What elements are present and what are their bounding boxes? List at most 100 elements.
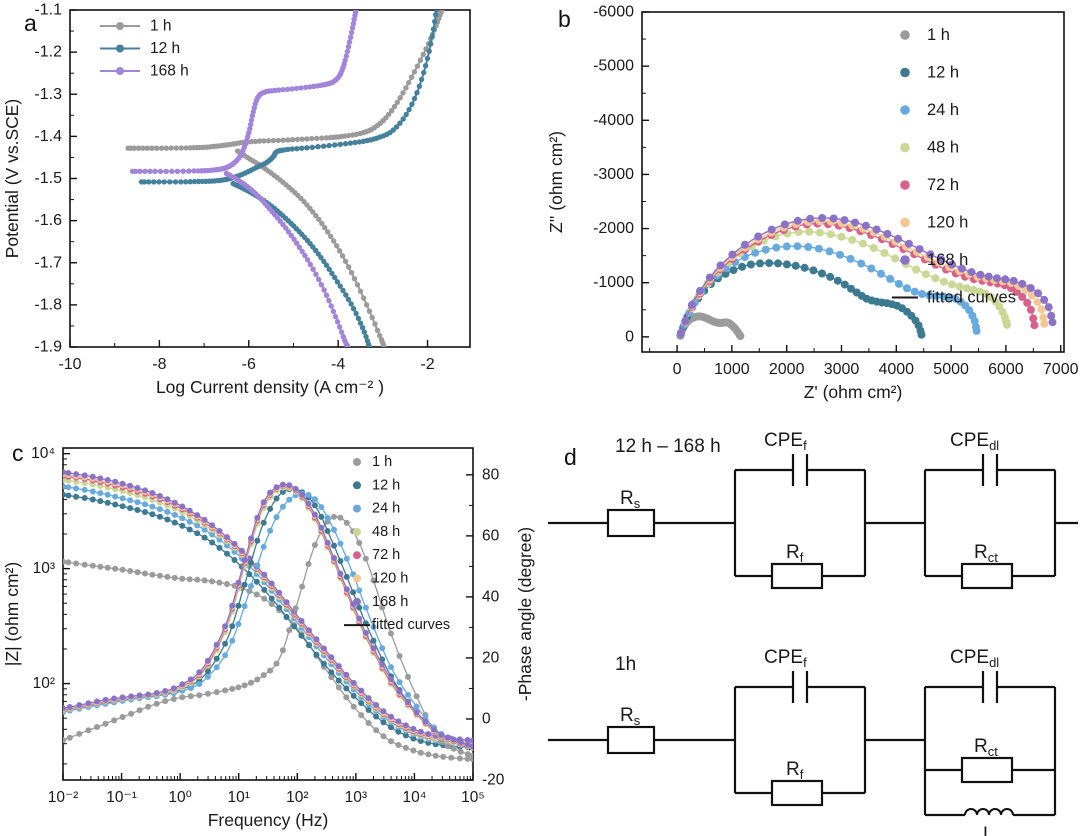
panel-nyquist: b 0 1000 2000 3000 4000 5000 6000 7000 -6000 -500…: [540, 0, 1080, 418]
legend-label: 120 h: [372, 571, 408, 587]
x-tick-label: 0: [673, 361, 682, 378]
rs-label: Rs: [620, 488, 641, 511]
y-tick-label: -5000: [593, 58, 634, 75]
x-tick-label: -2: [420, 356, 434, 373]
panel-letter-a: a: [24, 10, 37, 36]
l-label: L: [983, 824, 994, 836]
series-12-h: [138, 10, 440, 347]
y2-axis-title: -Phase angle (degree): [515, 527, 535, 701]
y-tick-label: -4000: [593, 112, 634, 129]
panel-letter-b: b: [558, 6, 571, 32]
resistor-rs: [606, 725, 656, 755]
y-tick-label: 0: [625, 328, 634, 345]
resistor-rf: [770, 562, 824, 590]
cpedl-label: CPEdl: [950, 647, 999, 670]
x-tick-label: -8: [152, 356, 166, 373]
y-tick-label: -1.7: [34, 254, 62, 271]
y2-tick-label: 80: [482, 466, 500, 483]
resistor-rct: [960, 756, 1014, 784]
series-168-h: [676, 214, 1057, 338]
x-tick-label: 10¹: [228, 789, 250, 806]
rf-label: Rf: [786, 542, 804, 565]
legend-label: 48 h: [372, 524, 400, 540]
x-tick-label: 1000: [714, 361, 750, 378]
x-axis-title: Z' (ohm cm²): [804, 382, 903, 402]
series-area: [125, 10, 445, 347]
y-tick-label: -1.6: [34, 212, 62, 229]
y-tick-label: 10⁴: [31, 445, 55, 462]
x-tick-label: 10⁻¹: [106, 789, 137, 806]
rct-label: Rct: [974, 736, 998, 759]
axes: 10⁻² 10⁻¹ 10⁰ 10¹ 10² 10³ 10⁴ 10⁵ 10² 10³ 10⁴ -20 0 2…: [2, 445, 535, 830]
x-tick-label: 10⁴: [402, 789, 426, 806]
series-1-h-|z|: [63, 558, 473, 763]
panel-equivalent-circuits: d 12 h – 168 h Rs CPEf Rf CPEdl Rct: [540, 418, 1080, 836]
y-tick-label: -3000: [593, 166, 634, 183]
legend-label: 1 h: [927, 26, 950, 44]
legend-label: 72 h: [927, 176, 959, 194]
y-tick-label: -1.9: [34, 339, 62, 356]
inductor-l: [964, 808, 1014, 816]
x-tick-label: -10: [58, 356, 81, 373]
bode-chart: 10⁻² 10⁻¹ 10⁰ 10¹ 10² 10³ 10⁴ 10⁵ 10² 10³ 10⁴ -20 0 2…: [2, 445, 535, 830]
y2-tick-label: 60: [482, 527, 500, 544]
legend-label: 168 h: [372, 594, 408, 610]
legend-label: 48 h: [927, 139, 959, 157]
x-tick-label: 3000: [824, 361, 860, 378]
series-48-h-|z|: [63, 477, 473, 747]
x-tick-label: 10⁰: [168, 789, 191, 806]
x-tick-label: 10⁻²: [48, 789, 79, 806]
x-tick-label: 6000: [988, 361, 1024, 378]
panel-letter-c: c: [12, 440, 24, 466]
legend-label: 12 h: [927, 64, 959, 82]
legend-label: fitted curves: [927, 289, 1016, 307]
legend-label: 168 h: [150, 63, 189, 80]
y-tick-label: -6000: [593, 4, 634, 21]
x-tick-label: 2000: [769, 361, 805, 378]
x-tick-label: 10²: [286, 789, 308, 806]
circuit-1h: 1h Rs CPEf Rf CPEdl Rct L: [548, 647, 1057, 836]
polarization-chart: -10 -8 -6 -4 -2 -1.1 -1.2 -1.3 -1.4 -1.5 -1.6 -1.7 -…: [2, 2, 471, 397]
legend-label: 120 h: [927, 214, 968, 232]
y-tick-label: -1.2: [34, 44, 62, 61]
legend-label: 24 h: [927, 101, 959, 119]
legend: 1 h 12 h 24 h 48 h 72 h 120 h 168 h fitted curv…: [892, 26, 1016, 307]
legend-label: 72 h: [372, 547, 400, 563]
y-axis-title: Z'' (ohm cm²): [546, 131, 566, 233]
panel-bode: c 10⁻² 10⁻¹ 10⁰ 10¹ 10² 10³ 10⁴ 10⁵ 10² 10³ 10⁴ -20…: [0, 418, 540, 836]
axes: 0 1000 2000 3000 4000 5000 6000 7000 -6000 -5000 -…: [546, 4, 1079, 403]
series-1-h: [125, 10, 445, 347]
x-axis-title: Frequency (Hz): [208, 810, 329, 830]
y2-tick-label: 0: [482, 710, 491, 727]
y2-tick-label: 40: [482, 588, 500, 605]
y-tick-label: -1.1: [34, 2, 62, 19]
legend: 1 h 12 h 168 h: [100, 18, 189, 80]
y-tick-label: -1.5: [34, 170, 62, 187]
legend-label: fitted curves: [372, 617, 450, 633]
y-tick-label: 10²: [33, 675, 55, 692]
x-axis-title: Log Current density (A cm⁻² ): [156, 377, 384, 397]
legend-label: 1 h: [372, 454, 392, 470]
y-tick-label: -2000: [593, 220, 634, 237]
nyquist-chart: 0 1000 2000 3000 4000 5000 6000 7000 -6000 -5000 -…: [546, 4, 1079, 403]
y-tick-label: 10³: [33, 560, 55, 577]
x-tick-label: 5000: [933, 361, 969, 378]
y-axis-title: Potential (V vs.SCE): [2, 99, 22, 259]
series-1-h-phase: [63, 513, 473, 759]
legend-label: 12 h: [150, 40, 180, 57]
rct-label: Rct: [974, 542, 998, 565]
legend: 1 h 12 h 24 h 48 h 72 h 120 h 168 h fitted curv…: [344, 454, 450, 633]
circuit-diagram: 12 h – 168 h Rs CPEf Rf CPEdl Rct 1h: [548, 430, 1078, 836]
y-tick-label: -1.4: [34, 128, 62, 145]
series-168-h-phase: [63, 481, 473, 750]
cpedl-label: CPEdl: [950, 430, 999, 453]
circuit-title-range: 12 h – 168 h: [615, 436, 721, 457]
cpef-label: CPEf: [764, 430, 807, 453]
x-tick-label: 4000: [878, 361, 914, 378]
x-tick-label: 7000: [1043, 361, 1079, 378]
x-tick-label: 10³: [345, 789, 367, 806]
resistor-rf: [770, 779, 824, 807]
x-tick-label: -6: [242, 356, 256, 373]
y-tick-label: -1.8: [34, 296, 62, 313]
